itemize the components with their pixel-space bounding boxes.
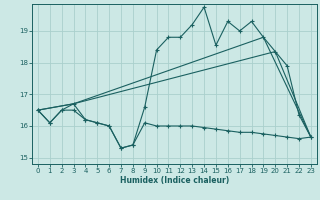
X-axis label: Humidex (Indice chaleur): Humidex (Indice chaleur) (120, 176, 229, 185)
